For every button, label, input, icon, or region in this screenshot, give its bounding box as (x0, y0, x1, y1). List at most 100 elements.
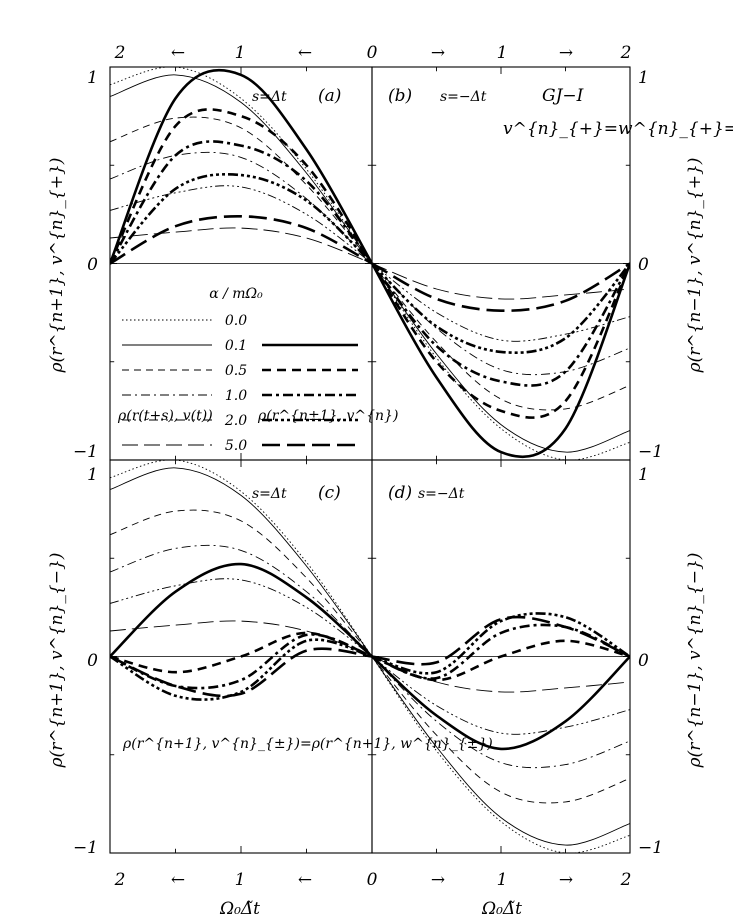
bottom-tick-4: ← (298, 870, 312, 890)
series-line-thin-dashed-alpha-0.5 (110, 509, 372, 657)
bottom-tick-3: 1 (235, 870, 246, 890)
legend-value-3: 0.5 (225, 363, 247, 379)
series-line-thick-dashdot-alpha-1.0 (110, 140, 372, 265)
series-line-thick-solid-alpha-0.1 (372, 262, 630, 459)
panel-b-relation: v^{n}_{+}=w^{n}_{+}=v^{n}_{1} (503, 119, 733, 139)
legend: α / mΩ₀ 0.0 0.1 0.5 1.0 2.0 5.0 ρ(r(t+s)… (117, 286, 398, 454)
panel-annotations: s=Δt (a) (b) s=−Δt GJ−I v^{n}_{+}=w^{n}_… (122, 86, 733, 752)
y-axis-title-left-top: ρ(r^{n+1}, v^{n}_{+}) (47, 158, 67, 374)
series-group (110, 67, 372, 265)
top-tick-4: ← (298, 43, 312, 63)
bottom-tick-2: ← (171, 870, 185, 890)
top-tick-9: 2 (620, 43, 632, 63)
top-tick-3: 1 (235, 43, 246, 63)
panel-b-label: (b) (388, 86, 412, 106)
left-tick-c-0: 0 (87, 651, 98, 671)
top-axis-labels: 2 ← 1 ← 0 → 1 → 2 (114, 43, 632, 63)
series-line-thick-dashdotdotdot-alpha-2.0 (110, 173, 372, 265)
legend-caption-right: ρ(r^{n±1}, v^{n}) (257, 408, 398, 424)
series-line-thick-longdash-alpha-5.0 (110, 647, 372, 698)
series-line-thin-dashdotdotdot-alpha-2.0 (372, 263, 630, 342)
top-tick-5: 0 (367, 43, 378, 63)
series-line-thick-longdash-alpha-5.0 (372, 262, 630, 313)
series-line-thin-dashed-alpha-0.5 (372, 263, 630, 411)
series-line-thin-solid-alpha-0.1 (110, 74, 372, 264)
bottom-tick-7: 1 (497, 870, 508, 890)
legend-value-6: 5.0 (225, 438, 247, 454)
top-tick-8: → (559, 43, 573, 63)
y-axis-title-right-bottom: ρ(r^{n−1}, v^{n}_{−}) (685, 553, 705, 769)
bottom-tick-9: 2 (620, 870, 632, 890)
series-line-thin-solid-alpha-0.1 (110, 467, 372, 657)
series-line-thin-longdash-alpha-5.0 (372, 263, 630, 300)
legend-swatches (122, 319, 358, 447)
series-group (372, 612, 630, 853)
legend-caption-left: ρ(r(t+s), v(t)) (117, 408, 213, 424)
legend-value-5: 2.0 (224, 413, 247, 429)
plot-area (109, 66, 631, 854)
series-line-thin-dashdot-alpha-1.0 (110, 151, 372, 264)
bottom-tick-5: 0 (367, 870, 378, 890)
series-line-thin-dashdot-alpha-1.0 (372, 656, 630, 769)
series-line-thick-dashdotdotdot-alpha-2.0 (372, 612, 630, 675)
series-line-thick-dashdot-alpha-1.0 (372, 262, 630, 387)
panel-c-label: (c) (318, 483, 341, 503)
left-tick-c-1: 1 (87, 465, 98, 485)
legend-value-1: 0.0 (225, 313, 247, 329)
series-group (110, 460, 372, 701)
series-line-thin-dashdot-alpha-1.0 (110, 544, 372, 657)
left-tick-a-1: 1 (87, 68, 98, 88)
panel-b-s: s=−Δt (440, 89, 487, 105)
panel-c-note: ρ(r^{n+1}, v^{n}_{±})=ρ(r^{n+1}, w^{n}_{… (122, 736, 493, 752)
series-line-thick-solid-alpha-0.1 (372, 655, 630, 751)
series-line-thin-longdash-alpha-5.0 (110, 227, 372, 264)
y-axis-title-right-top: ρ(r^{n−1}, v^{n}_{+}) (685, 158, 705, 374)
series-line-thick-dashdot-alpha-1.0 (372, 623, 630, 680)
bottom-tick-6: → (431, 870, 445, 890)
series-line-thin-dashed-alpha-0.5 (372, 656, 630, 804)
right-tick-b-1: 1 (638, 68, 649, 88)
panel-d-label: (d) (388, 483, 412, 503)
right-tick-b-0: 0 (638, 255, 649, 275)
right-tick-d-m1: −1 (638, 838, 663, 858)
series-line-thin-solid-alpha-0.1 (372, 263, 630, 453)
panel-d-s: s=−Δt (418, 486, 465, 502)
panel-a-s: s=Δt (252, 89, 287, 105)
series-group (372, 262, 630, 460)
left-tick-a-0: 0 (87, 255, 98, 275)
panel-4 (371, 459, 631, 854)
series-line-thin-dashed-alpha-0.5 (110, 116, 372, 264)
series-line-thick-dashdotdotdot-alpha-2.0 (110, 638, 372, 701)
y-axis-title-left-bottom: ρ(r^{n+1}, v^{n}_{−}) (47, 553, 67, 769)
series-line-thick-solid-alpha-0.1 (110, 68, 372, 265)
panel-2 (371, 66, 631, 461)
bottom-tick-8: → (559, 870, 573, 890)
series-line-thin-solid-alpha-0.1 (372, 656, 630, 846)
top-tick-2: ← (171, 43, 185, 63)
right-tick-d-1: 1 (638, 465, 649, 485)
series-line-thick-longdash-alpha-5.0 (110, 214, 372, 265)
series-line-thick-solid-alpha-0.1 (110, 562, 372, 658)
legend-value-2: 0.1 (225, 338, 247, 354)
right-tick-b-m1: −1 (638, 442, 663, 462)
left-axis-labels: 1 0 −1 1 0 −1 (73, 68, 98, 858)
top-tick-7: 1 (497, 43, 508, 63)
series-line-thick-dashed-alpha-0.5 (110, 108, 372, 265)
top-tick-6: → (431, 43, 445, 63)
bottom-tick-1: 2 (114, 870, 126, 890)
panel-b-scheme: GJ−I (542, 86, 584, 106)
series-line-thick-longdash-alpha-5.0 (372, 615, 630, 666)
panel-c-s: s=Δt (252, 486, 287, 502)
left-tick-a-m1: −1 (73, 442, 98, 462)
series-line-thick-dashed-alpha-0.5 (372, 262, 630, 419)
series-line-thin-dashdotdotdot-alpha-2.0 (110, 578, 372, 657)
right-axis-labels: 1 0 −1 1 0 −1 (638, 68, 663, 858)
series-line-thick-dashdotdotdot-alpha-2.0 (372, 262, 630, 354)
series-line-thin-dashdotdotdot-alpha-2.0 (372, 656, 630, 735)
x-axis-title-left: Ω₀Δ̃t (219, 899, 260, 919)
bottom-axis-labels: 2 ← 1 ← 0 → 1 → 2 (114, 870, 632, 890)
panel-3 (109, 459, 373, 854)
legend-value-4: 1.0 (225, 388, 247, 404)
panel-a-label: (a) (318, 86, 341, 106)
